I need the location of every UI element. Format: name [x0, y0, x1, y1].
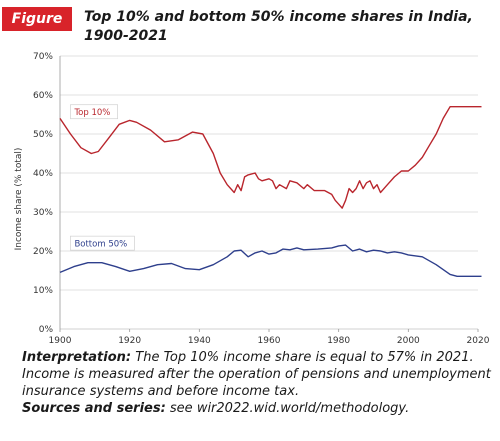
chart-title: Top 10% and bottom 50% income shares in …	[84, 8, 494, 46]
y-tick-label: 10%	[33, 286, 53, 296]
y-tick-label: 0%	[39, 325, 54, 335]
bottom50-line	[59, 244, 482, 277]
y-tick-label: 20%	[33, 247, 53, 257]
interpretation-text-2: Income is measured after the operation o…	[22, 367, 491, 382]
chart-title-line2: 1900-2021	[84, 28, 168, 44]
y-tick-label: 40%	[33, 169, 53, 179]
x-tick-label: 2020	[467, 336, 490, 344]
x-tick-label: 1980	[327, 336, 350, 344]
x-tick-label: 1960	[258, 336, 281, 344]
bottom50-label: Bottom 50%	[74, 240, 127, 250]
x-tick-label: 2000	[397, 336, 420, 344]
top10-line	[59, 106, 482, 209]
y-tick-label: 50%	[33, 130, 53, 140]
interpretation-text-3: insurance systems and before income tax.	[22, 384, 300, 399]
interpretation-text-1: The Top 10% income share is equal to 57%…	[131, 350, 474, 365]
y-axis-label: Income share (% total)	[14, 148, 24, 251]
x-tick-labels: 1900 1920 1940 1960 1980 2000 2020	[49, 336, 490, 344]
gridlines	[59, 55, 479, 332]
top10-label-group: Top 10%	[70, 104, 118, 120]
x-tick-label: 1900	[49, 336, 72, 344]
notes: Interpretation: The Top 10% income share…	[22, 349, 498, 417]
bottom50-label-group: Bottom 50%	[70, 235, 135, 251]
top10-label: Top 10%	[73, 108, 110, 118]
line-chart: 0% 10% 20% 30% 40% 50% 60% 70% 1900 1920 1940 1960…	[14, 52, 490, 344]
figure-badge: Figure 1:	[2, 7, 72, 51]
chart-title-line1: Top 10% and bottom 50% income shares in …	[84, 9, 473, 25]
sources-label: Sources and series:	[22, 401, 166, 416]
y-tick-label: 30%	[33, 208, 53, 218]
x-tick-label: 1920	[118, 336, 141, 344]
x-tick-label: 1940	[188, 336, 211, 344]
series-lines	[59, 106, 482, 277]
series-labels: Top 10% Bottom 50%	[70, 104, 135, 251]
y-tick-label: 60%	[33, 91, 53, 101]
y-tick-labels: 0% 10% 20% 30% 40% 50% 60% 70%	[33, 52, 53, 335]
y-tick-label: 70%	[33, 52, 53, 62]
bottom50-label-box	[70, 235, 135, 251]
top10-label-box	[70, 104, 118, 120]
sources-text: see wir2022.wid.world/methodology.	[165, 401, 410, 416]
interpretation-label: Interpretation:	[22, 350, 132, 365]
